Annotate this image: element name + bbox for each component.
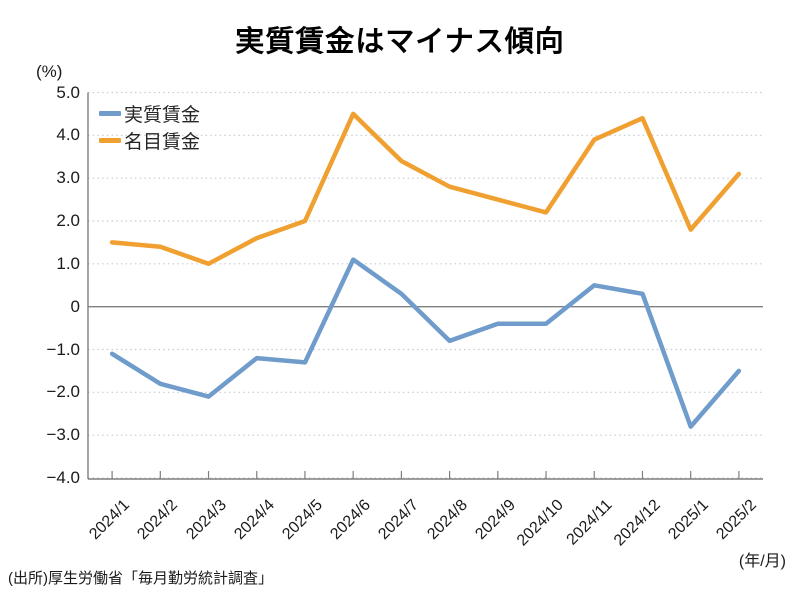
legend: 実質賃金 名目賃金 — [99, 100, 200, 154]
y-tick-label: 4.0 — [56, 125, 80, 145]
y-tick-label: 2.0 — [56, 211, 80, 230]
real-wage-line-swatch — [99, 111, 121, 116]
nominal-wage-line-swatch — [99, 138, 121, 143]
y-axis-unit-label: (%) — [36, 62, 63, 81]
chart-title: 実質賃金はマイナス傾向 — [235, 26, 565, 58]
y-tick-label: −4.0 — [46, 468, 80, 487]
y-tick-label: −1.0 — [46, 339, 80, 359]
y-tick-label: −2.0 — [46, 382, 80, 402]
source-note: (出所)厚生労働省「毎月勤労統計調査」 — [8, 570, 273, 587]
y-tick-label: 1.0 — [56, 253, 80, 273]
x-axis-unit-label: (年/月) — [738, 553, 786, 570]
y-tick-label: 3.0 — [56, 168, 80, 188]
y-tick-label: −3.0 — [46, 425, 80, 445]
series-line-real-wage — [109, 257, 742, 429]
y-tick-label: 0 — [70, 296, 80, 316]
legend-label-nominal-wage: 名目賃金 — [124, 132, 201, 153]
legend-item-nominal-wage: 名目賃金 — [99, 127, 200, 154]
legend-item-real-wage: 実質賃金 — [99, 100, 200, 127]
series-line-nominal-wage — [109, 111, 742, 267]
y-tick-label: 5.0 — [56, 82, 80, 102]
legend-label-real-wage: 実質賃金 — [124, 105, 201, 126]
